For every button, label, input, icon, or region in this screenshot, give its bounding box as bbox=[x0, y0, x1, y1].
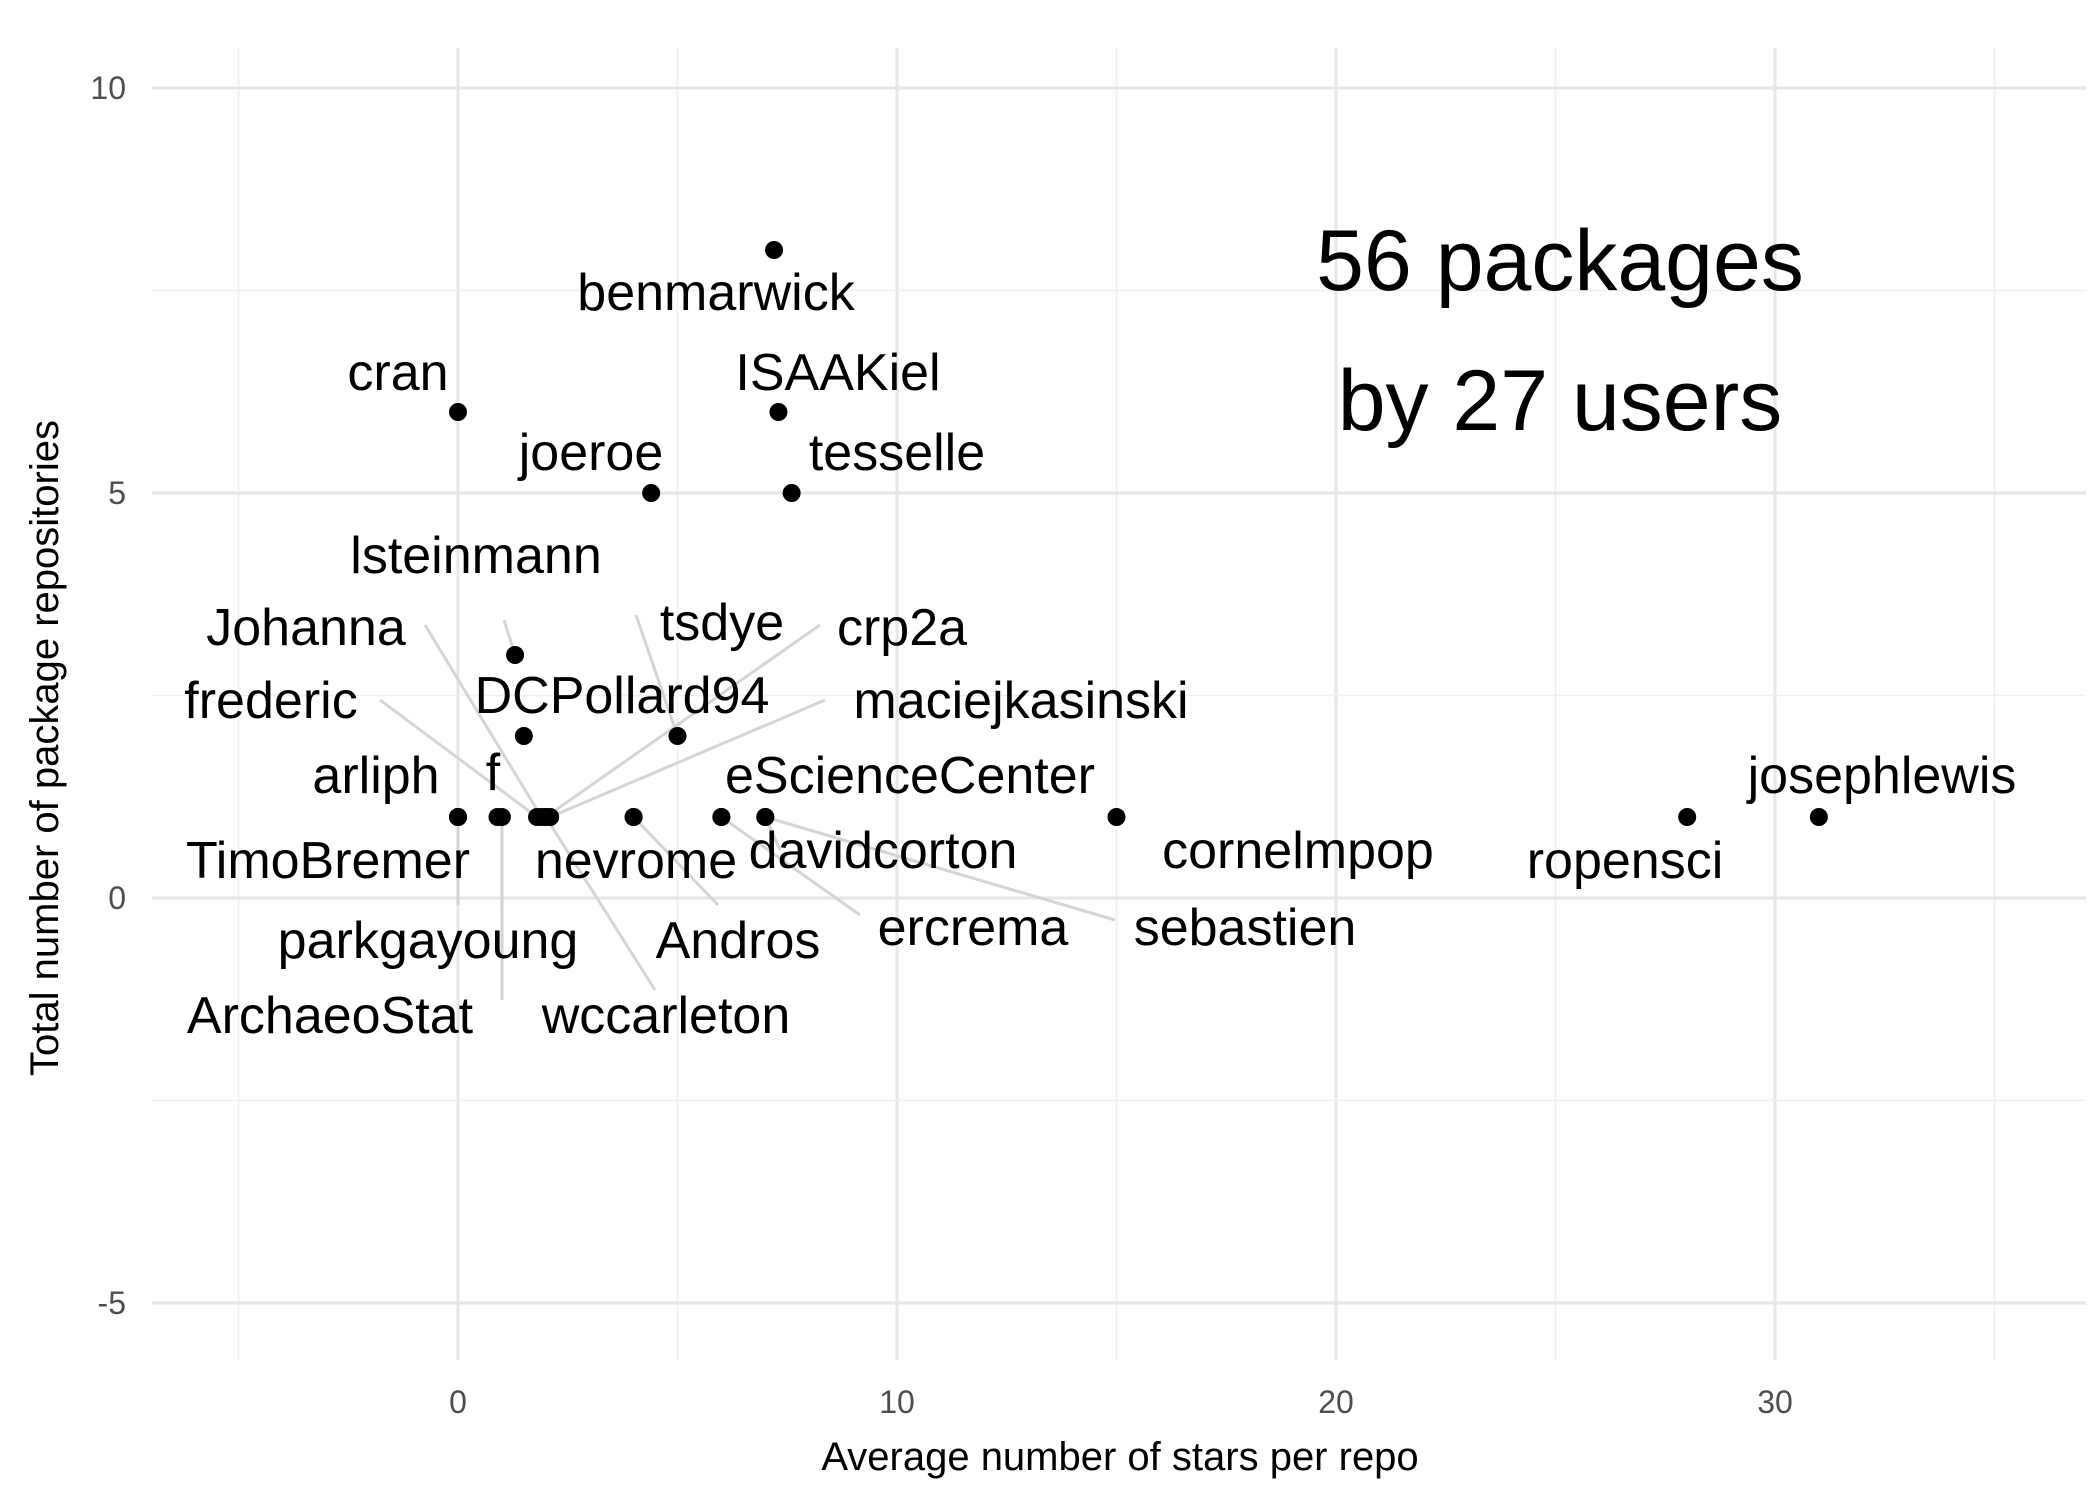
y-tick-label: 0 bbox=[108, 880, 126, 916]
leader-line bbox=[423, 624, 543, 818]
point-label: tsdye bbox=[660, 594, 784, 652]
y-tick-label: -5 bbox=[98, 1285, 126, 1321]
point-label: frederic bbox=[184, 672, 357, 730]
point-label: eScienceCenter bbox=[725, 747, 1095, 805]
data-point bbox=[536, 808, 555, 826]
data-point bbox=[642, 484, 661, 502]
point-labels: benmarwick cran ISAAKiel joeroe tesselle lste… bbox=[184, 264, 2016, 1045]
x-tick-label: 20 bbox=[1318, 1384, 1354, 1420]
point-label: ArchaeoStat bbox=[187, 987, 474, 1045]
data-point bbox=[769, 403, 788, 421]
point-label: f bbox=[486, 744, 501, 802]
annotation-line-1: 56 packages bbox=[1316, 213, 1804, 309]
point-label: nevrome bbox=[535, 832, 737, 890]
data-point bbox=[765, 241, 784, 259]
leader-line bbox=[544, 623, 821, 819]
leader-line bbox=[379, 698, 538, 819]
axis-tick-labels: 0 10 20 30 -5 0 5 10 bbox=[90, 70, 1792, 1420]
y-axis-title: Total number of package repositories bbox=[23, 420, 67, 1076]
x-axis-title: Average number of stars per repo bbox=[821, 1435, 1418, 1479]
point-label: arliph bbox=[312, 747, 439, 805]
data-point bbox=[506, 646, 525, 664]
data-point bbox=[1678, 808, 1697, 826]
point-label: ercrema bbox=[878, 899, 1069, 957]
point-label: TimoBremer bbox=[186, 832, 470, 890]
point-label: tesselle bbox=[809, 424, 985, 482]
leader-line bbox=[632, 815, 720, 907]
point-label: crp2a bbox=[837, 599, 967, 657]
leader-line bbox=[720, 815, 861, 917]
leader-line bbox=[634, 614, 679, 737]
data-point bbox=[756, 808, 775, 826]
grid bbox=[152, 48, 2086, 1360]
point-label: davidcorton bbox=[749, 822, 1018, 880]
leader-line bbox=[549, 698, 826, 819]
point-label: ropensci bbox=[1527, 832, 1724, 890]
leader-line bbox=[764, 815, 1116, 922]
point-label: parkgayoung bbox=[278, 912, 579, 970]
point-label: DCPollard94 bbox=[475, 667, 770, 725]
data-point bbox=[449, 403, 467, 421]
data-point bbox=[624, 808, 643, 826]
annotation-line-2: by 27 users bbox=[1338, 353, 1783, 449]
point-label: josephlewis bbox=[1746, 747, 2017, 805]
leader-line bbox=[544, 816, 657, 991]
point-label: cran bbox=[347, 344, 448, 402]
label-leader-lines bbox=[379, 614, 1116, 1001]
point-label: ISAAKiel bbox=[735, 344, 940, 402]
data-point bbox=[492, 808, 511, 826]
point-label: Johanna bbox=[206, 599, 406, 657]
x-tick-label: 0 bbox=[449, 1384, 467, 1420]
data-point bbox=[1809, 808, 1828, 826]
x-tick-label: 10 bbox=[879, 1384, 915, 1420]
y-tick-label: 10 bbox=[90, 70, 126, 106]
data-point bbox=[782, 484, 801, 502]
point-label: benmarwick bbox=[577, 264, 855, 322]
data-point bbox=[668, 727, 687, 745]
data-point bbox=[712, 808, 731, 826]
point-label: joeroe bbox=[517, 424, 664, 482]
point-label: Andros bbox=[656, 912, 821, 970]
y-tick-label: 5 bbox=[108, 475, 126, 511]
data-point bbox=[449, 808, 467, 826]
point-label: lsteinmann bbox=[350, 527, 601, 585]
data-point bbox=[514, 727, 533, 745]
point-label: maciejkasinski bbox=[853, 672, 1188, 730]
point-label: sebastien bbox=[1134, 899, 1357, 957]
point-label: cornelmpop bbox=[1162, 822, 1434, 880]
data-point bbox=[1107, 808, 1126, 826]
x-tick-label: 30 bbox=[1757, 1384, 1793, 1420]
data-points bbox=[449, 241, 1828, 826]
point-label: wccarleton bbox=[541, 987, 791, 1045]
